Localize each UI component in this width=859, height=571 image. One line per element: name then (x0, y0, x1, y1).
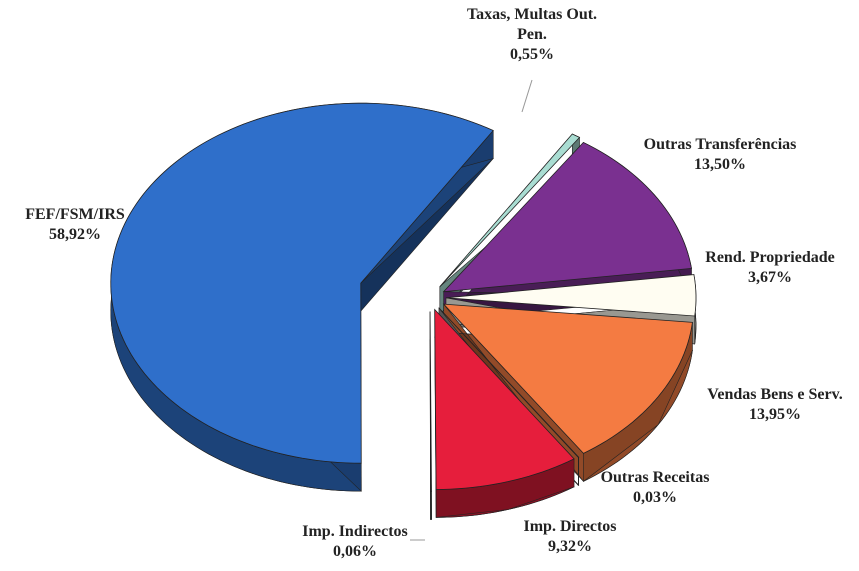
value-label: 9,32% (548, 538, 592, 555)
slice-rim (430, 491, 432, 520)
slice-label: Taxas, Multas Out. Pen. 0,55% (457, 5, 607, 65)
slice (442, 141, 692, 293)
slice-label: Imp. Directos 9,32% (523, 517, 616, 557)
value-label: 0,03% (632, 489, 677, 506)
leader-line (521, 79, 533, 113)
value-label: 3,67% (747, 269, 792, 286)
value-label: 58,92% (49, 226, 101, 243)
value-label: 0,06% (333, 543, 377, 560)
category-name: Rend. Propriedade (705, 249, 835, 266)
slice (434, 308, 575, 490)
value-label: 13,50% (693, 156, 746, 173)
slice (429, 311, 432, 492)
category-name: Outras Transferências (643, 136, 797, 153)
category-name: Imp. Directos (523, 518, 617, 535)
slice-label: Outras Transferências 13,50% (644, 135, 797, 175)
slice (445, 274, 697, 317)
value-label: 13,95% (749, 406, 801, 423)
slice-label: FEF/FSM/IRS 58,92% (25, 205, 125, 245)
slice-label: Imp. Indirectos 0,06% (302, 522, 408, 562)
category-name: Outras Receitas (600, 469, 710, 486)
category-name: Vendas Bens e Serv. (707, 386, 843, 403)
slice (439, 133, 581, 287)
slice (438, 307, 580, 458)
tops (110, 102, 697, 492)
category-name: Taxas, Multas Out. Pen. (466, 6, 598, 43)
slice (442, 303, 693, 454)
category-name: Imp. Indirectos (302, 523, 408, 540)
value-label: 0,55% (510, 46, 554, 63)
slice (110, 102, 494, 464)
slice-label: Rend. Propriedade 3,67% (705, 248, 834, 288)
slice-label: Vendas Bens e Serv. 13,95% (707, 385, 842, 425)
slice-label: Outras Receitas 0,03% (601, 468, 710, 508)
category-name: FEF/FSM/IRS (25, 206, 125, 223)
